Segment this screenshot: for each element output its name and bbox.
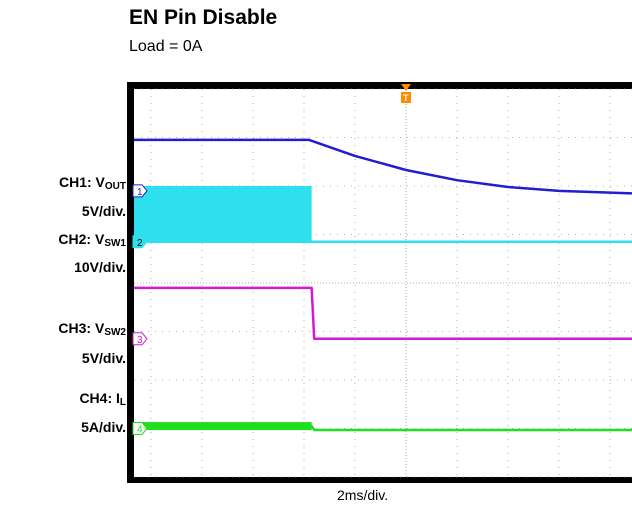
trigger-box — [401, 92, 411, 103]
trace-line-ch1 — [134, 138, 632, 195]
marker-shape — [132, 332, 148, 346]
ch4-label: CH4: IL — [79, 390, 126, 408]
marker-label: 3 — [137, 335, 143, 346]
switching-burst — [134, 186, 312, 242]
ch1-label-prefix: CH1: V — [58, 174, 105, 190]
scope-plot: 1 2 3 4 T — [132, 84, 632, 478]
trace-ch2 — [134, 186, 632, 244]
ch3-label-prefix: CH3: V — [58, 320, 105, 336]
marker-ch2: 2 — [132, 235, 148, 249]
trace-ch3 — [134, 286, 632, 341]
marker-shape — [132, 184, 148, 198]
trigger-marker: T — [401, 84, 411, 103]
trace-ch1 — [134, 138, 632, 195]
ch4-label-sub: L — [119, 397, 126, 408]
marker-shape — [132, 422, 148, 435]
marker-label: 2 — [137, 238, 143, 249]
trace-line-ch3 — [134, 286, 632, 341]
ch2-label: CH2: VSW1 — [58, 231, 126, 249]
channel-markers: 1 2 3 4 — [132, 184, 148, 436]
trigger-arrow — [401, 84, 411, 91]
marker-label: 4 — [137, 425, 143, 436]
ch1-label: CH1: VOUT — [59, 174, 126, 192]
ch3-scale: 5V/div. — [81, 350, 126, 366]
ch4-scale: 5A/div. — [81, 419, 126, 435]
ch2-label-prefix: CH2: V — [58, 231, 105, 247]
ch3-label: CH3: VSW2 — [58, 320, 126, 338]
trigger-label: T — [403, 93, 409, 103]
marker-ch1: 1 — [132, 184, 148, 198]
marker-ch3: 3 — [132, 332, 148, 346]
ch2-label-sub: SW1 — [104, 238, 126, 249]
marker-ch4: 4 — [132, 422, 148, 436]
marker-label: 1 — [137, 187, 143, 198]
scope-frame: 1 2 3 4 T — [127, 82, 632, 483]
ch1-label-sub: OUT — [104, 181, 126, 192]
chart-subtitle: Load = 0A — [129, 38, 203, 55]
ch1-scale: 5V/div. — [81, 203, 126, 219]
ch4-label-prefix: CH4: I — [79, 390, 120, 406]
x-axis-label: 2ms/div. — [337, 487, 389, 503]
marker-shape — [132, 235, 148, 249]
ch2-scale: 10V/div. — [74, 259, 126, 275]
ch3-label-sub: SW2 — [104, 327, 126, 338]
chart-title: EN Pin Disable — [129, 6, 278, 29]
